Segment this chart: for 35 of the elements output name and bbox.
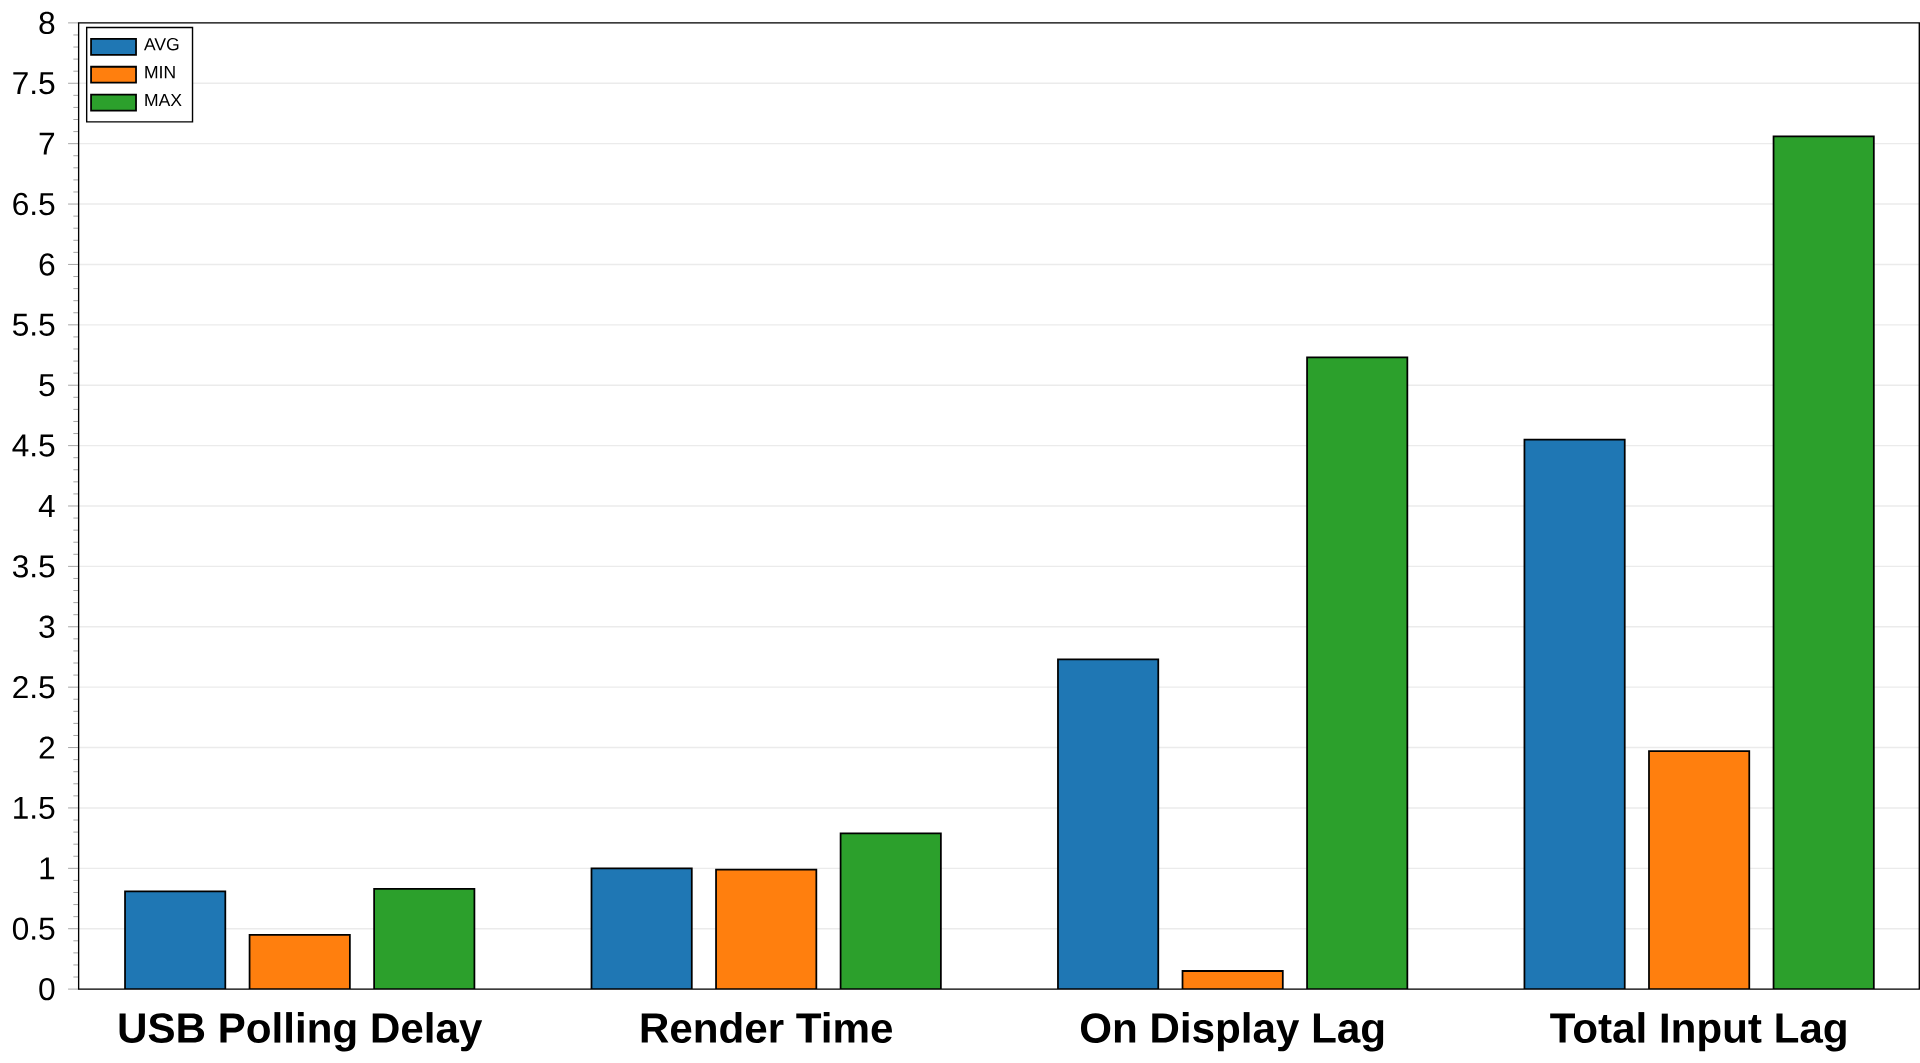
- bar: [248, 933, 351, 989]
- x-tick-label: Total Input Lag: [1550, 1011, 1846, 1052]
- y-tick-label: 3: [39, 615, 55, 638]
- y-tick-label: 3.5: [12, 555, 55, 578]
- x-tick-label: Render Time: [641, 1011, 892, 1043]
- y-tick-label: 7.5: [13, 72, 55, 95]
- y-tick-label: 5.5: [12, 313, 55, 336]
- y-tick-label: 6: [39, 253, 55, 276]
- bar: [590, 867, 693, 989]
- y-tick-label: 1: [40, 857, 55, 880]
- y-tick-label: 0: [39, 977, 55, 1001]
- y-tick-label: 2.5: [13, 675, 55, 699]
- y-tick-label: 2: [39, 736, 55, 759]
- y-tick-label: 6.5: [13, 192, 55, 216]
- bar: [1523, 438, 1626, 989]
- legend-label: MIN: [145, 65, 175, 79]
- bar: [839, 832, 942, 989]
- bar: [1648, 750, 1751, 989]
- x-tick-label: USB Polling Delay: [119, 1011, 483, 1052]
- y-tick-label: 5: [39, 374, 55, 397]
- y-tick-label: 4.5: [12, 434, 55, 457]
- legend-label: MAX: [145, 93, 182, 106]
- legend-label: AVG: [143, 37, 179, 51]
- y-tick-label: 0.5: [12, 917, 55, 940]
- y-tick-label: 4: [38, 495, 55, 517]
- bar: [373, 887, 476, 989]
- bar: [1772, 135, 1875, 989]
- x-tick-label: On Display Lag: [1080, 1011, 1384, 1052]
- y-tick-label: 8: [39, 11, 55, 34]
- bar: [124, 890, 227, 989]
- bar: [715, 868, 818, 989]
- bar: [1306, 356, 1409, 989]
- y-tick-label: 1.5: [14, 796, 55, 819]
- y-tick-label: 7: [39, 132, 55, 155]
- bar: [1057, 658, 1160, 989]
